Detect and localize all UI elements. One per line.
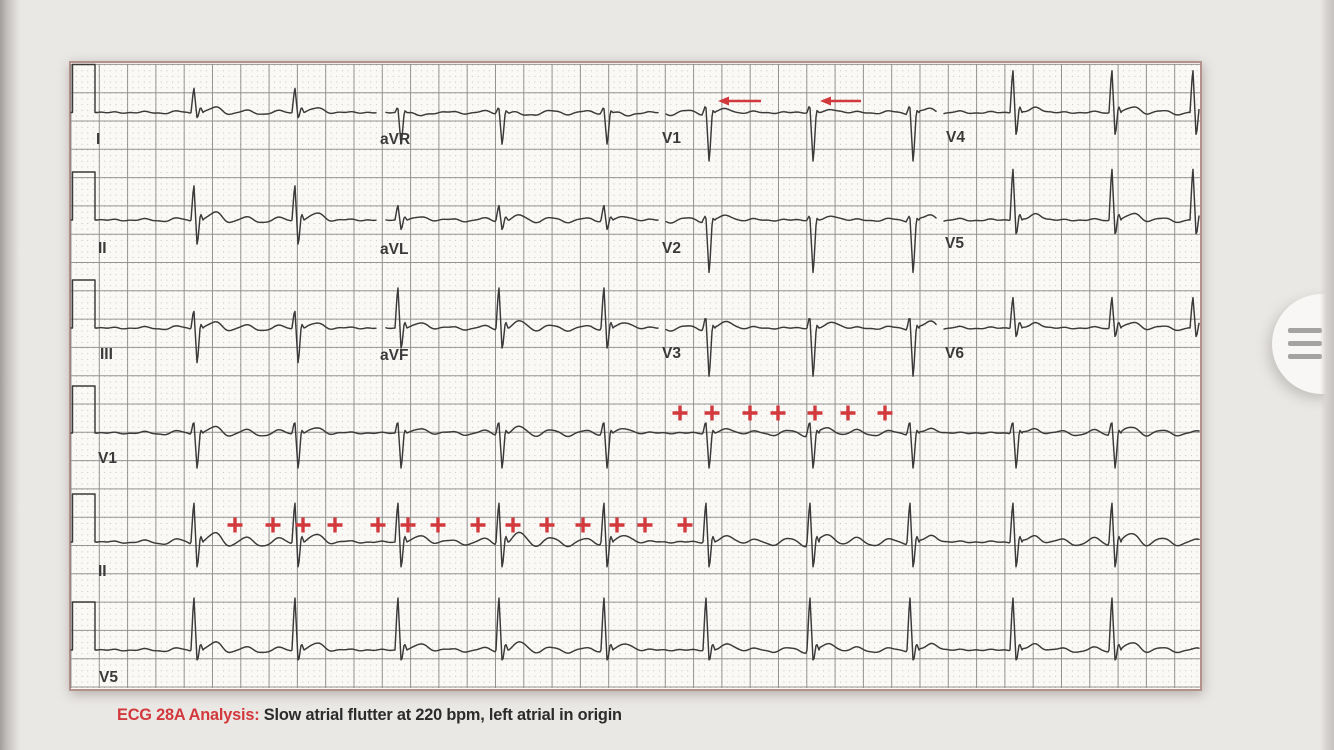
flutter-plus-mark [265, 517, 281, 533]
trace-ii-row5 [96, 502, 1200, 568]
flutter-plus-mark [807, 405, 823, 421]
lead-label-v5: V5 [99, 669, 118, 686]
flutter-plus-mark [505, 517, 521, 533]
lead-label-i: I [96, 131, 100, 148]
calibration-pulse-row4 [70, 385, 98, 434]
flutter-plus-mark [430, 517, 446, 533]
flutter-plus-mark [575, 517, 591, 533]
calibration-pulse-row3 [70, 279, 98, 329]
ecg-caption: ECG 28A Analysis: Slow atrial flutter at… [117, 705, 622, 725]
flutter-plus-mark [742, 405, 758, 421]
flutter-plus-mark [539, 517, 555, 533]
lead-label-ii: II [98, 563, 107, 580]
lead-label-v4: V4 [946, 129, 965, 146]
lead-label-v2: V2 [662, 240, 681, 257]
lead-label-v1: V1 [98, 450, 117, 467]
right-page-edge [1320, 0, 1334, 750]
trace-v6-row3 [943, 296, 1200, 338]
calibration-pulse-row5 [70, 493, 98, 543]
flutter-plus-mark [400, 517, 416, 533]
left-arrow-head [820, 96, 831, 106]
trace-i-row1 [96, 87, 377, 119]
flutter-plus-mark [677, 517, 693, 533]
lead-label-v1: V1 [662, 130, 681, 147]
flutter-plus-mark [295, 517, 311, 533]
lead-label-avl: aVL [380, 241, 408, 258]
left-page-edge [0, 0, 20, 750]
trace-avl-row2 [385, 204, 659, 231]
lead-label-avf: aVF [380, 347, 408, 364]
lead-label-v6: V6 [945, 345, 964, 362]
flutter-plus-mark [470, 517, 486, 533]
flutter-plus-mark [877, 405, 893, 421]
ecg-minor-grid [71, 63, 1199, 688]
trace-v1-row1 [665, 106, 937, 162]
left-arrow-head [718, 96, 729, 106]
flutter-plus-mark [327, 517, 343, 533]
flutter-plus-mark [770, 405, 786, 421]
flutter-plus-mark [227, 517, 243, 533]
ecg-major-grid [70, 63, 1200, 688]
trace-v1-row4 [96, 422, 1200, 469]
lead-label-v5: V5 [945, 235, 964, 252]
trace-v4-row1 [943, 69, 1200, 136]
trace-avr-row1 [385, 107, 659, 145]
calibration-pulse-row2 [70, 171, 98, 221]
flutter-plus-mark [637, 517, 653, 533]
flutter-plus-mark [704, 405, 720, 421]
lead-label-iii: III [100, 346, 113, 363]
flutter-plus-mark [370, 517, 386, 533]
trace-v5-row6 [96, 597, 1200, 661]
calibration-pulse-row6 [70, 601, 98, 651]
lead-label-ii: II [98, 240, 107, 257]
trace-iii-row3 [96, 310, 377, 364]
flutter-plus-mark [609, 517, 625, 533]
flutter-plus-mark [840, 405, 856, 421]
ecg-caption-text: Slow atrial flutter at 220 bpm, left atr… [259, 705, 622, 724]
red-annotations [227, 96, 893, 533]
trace-v2-row2 [665, 214, 937, 274]
ecg-traces [70, 63, 1200, 661]
trace-ii-row2 [96, 185, 377, 245]
ecg-caption-prefix: ECG 28A Analysis: [117, 705, 260, 724]
trace-v5-row2 [943, 168, 1200, 235]
flutter-plus-mark [672, 405, 688, 421]
lead-label-v3: V3 [662, 345, 681, 362]
lead-label-avr: aVR [380, 131, 410, 148]
calibration-pulse-row1 [70, 63, 98, 114]
trace-v3-row3 [665, 317, 937, 377]
trace-avf-row3 [385, 287, 659, 349]
